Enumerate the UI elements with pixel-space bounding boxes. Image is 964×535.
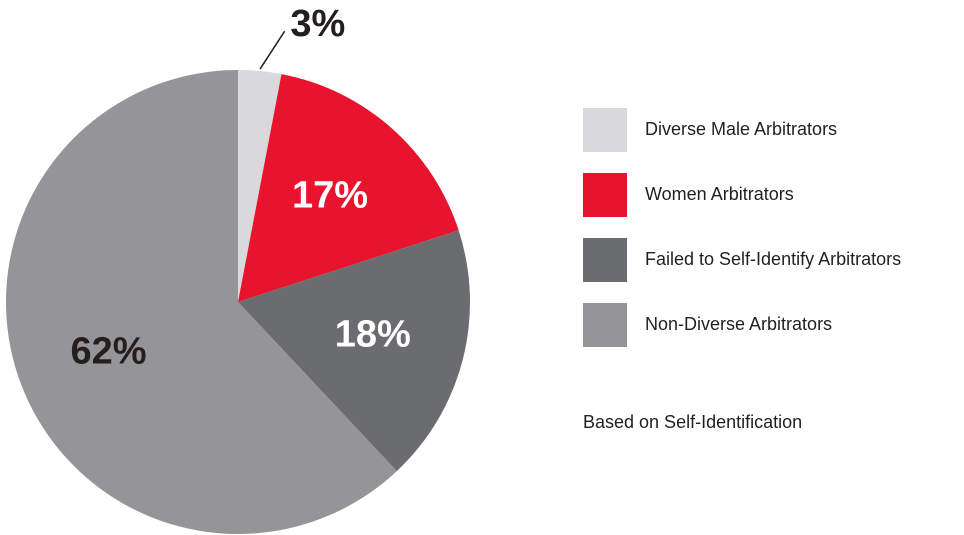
chart-note: Based on Self-Identification <box>583 412 802 432</box>
leader-line <box>259 30 286 70</box>
pie-slice <box>238 230 471 472</box>
legend-swatch <box>583 173 627 217</box>
legend-swatch <box>583 303 627 347</box>
legend-label: Women Arbitrators <box>645 184 794 204</box>
pie-slice <box>238 70 282 302</box>
legend-label: Non-Diverse Arbitrators <box>645 314 832 334</box>
data-label: 3% <box>290 3 345 45</box>
pie-slice <box>238 74 459 302</box>
legend-swatch <box>583 238 627 282</box>
data-label: 18% <box>335 314 411 356</box>
legend-label: Diverse Male Arbitrators <box>645 119 837 139</box>
pie-slice <box>5 70 397 534</box>
legend-label: Failed to Self-Identify Arbitrators <box>645 249 901 269</box>
data-label: 17% <box>292 175 368 217</box>
data-label: 62% <box>71 330 147 372</box>
legend-swatch <box>583 108 627 152</box>
